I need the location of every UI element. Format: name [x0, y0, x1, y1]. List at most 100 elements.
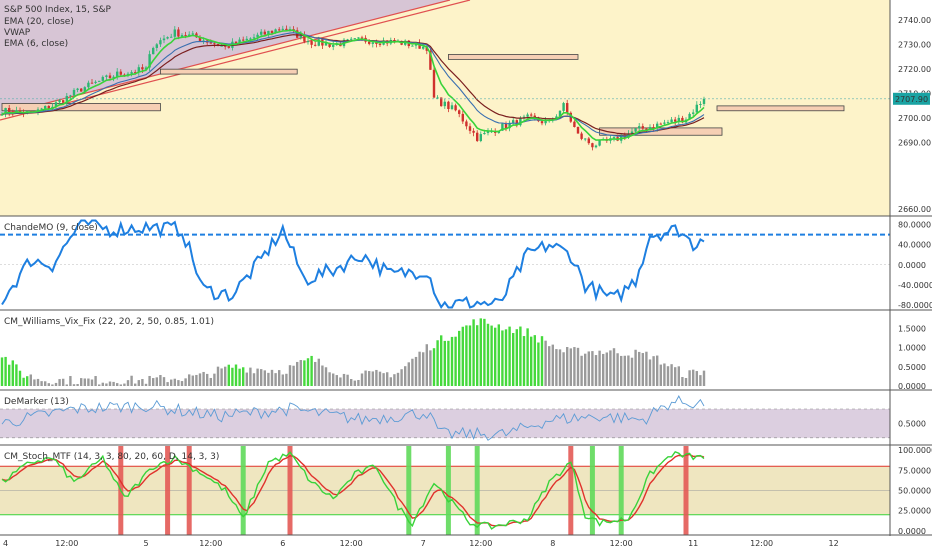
candle-body: [695, 104, 698, 113]
vix-bar: [36, 378, 40, 386]
vix-bar: [270, 369, 274, 386]
y-tick-label: 0.0000: [898, 527, 926, 536]
stoch-signal-bar: [589, 446, 595, 535]
vix-bar: [310, 355, 313, 386]
vix-bar: [645, 351, 648, 386]
candle-body: [544, 120, 547, 124]
vix-bar: [378, 371, 382, 386]
candle-body: [425, 46, 428, 51]
candle-body: [659, 123, 662, 125]
vix-bar: [141, 379, 144, 386]
candle-body: [584, 138, 587, 140]
vix-bar: [148, 375, 151, 386]
x-tick-label: 12:00: [469, 539, 492, 548]
vix-bar: [530, 336, 533, 386]
candle-body: [526, 114, 529, 117]
candle-body: [249, 38, 252, 40]
demarker-band: [0, 409, 890, 438]
vix-bar: [612, 348, 616, 386]
candle-body: [69, 95, 72, 97]
candle-body: [242, 39, 245, 41]
vix-bar: [436, 340, 439, 386]
vix-bar: [663, 363, 666, 386]
demarker-line: [1, 395, 705, 441]
candle-body: [267, 30, 270, 35]
candle-body: [227, 46, 230, 48]
vix-bar: [684, 378, 688, 386]
candle-body: [476, 132, 479, 141]
vix-bar: [195, 374, 198, 386]
vix-bar: [191, 375, 194, 386]
vix-bar: [26, 376, 29, 386]
vix-bar: [180, 381, 184, 386]
vix-bar: [22, 377, 25, 386]
candle-body: [58, 100, 61, 103]
candle-body: [162, 38, 166, 41]
sr-box: [1, 103, 161, 112]
vix-bar: [584, 353, 587, 386]
vix-bar: [396, 372, 400, 386]
vix-bar: [29, 374, 32, 386]
candle-body: [270, 30, 274, 34]
vix-bar: [692, 369, 695, 386]
y-tick-label: 80.0000: [898, 221, 931, 230]
candle-body: [105, 75, 108, 77]
vix-bar: [321, 365, 324, 386]
vix-bar: [454, 336, 457, 386]
candle-body: [141, 67, 144, 70]
candle-body: [360, 37, 364, 39]
vix-bar: [447, 340, 450, 386]
x-tick-label: 8: [550, 539, 555, 548]
candle-body: [119, 71, 122, 75]
vix-bar: [252, 373, 256, 386]
stoch-signal-bar: [186, 446, 192, 535]
candle-body: [422, 46, 425, 49]
candle-body: [296, 30, 299, 38]
candle-body: [209, 42, 212, 44]
candle-body: [155, 44, 158, 48]
vix-bar: [407, 362, 410, 386]
vix-bar: [468, 325, 472, 386]
candle-body: [670, 119, 673, 123]
candle-body: [94, 81, 97, 83]
candle-body: [328, 42, 331, 47]
candle-body: [641, 126, 644, 129]
chandemo-line: [1, 219, 705, 309]
candle-body: [573, 121, 576, 128]
y-tick-label: 1.0000: [898, 344, 926, 353]
candle-body: [98, 80, 101, 82]
vix-bar: [105, 383, 108, 386]
vix-bar: [382, 373, 385, 386]
y-tick-label: 0.5000: [898, 419, 926, 428]
vix-bar: [260, 369, 263, 386]
vix-bar: [652, 356, 655, 386]
vix-bar: [15, 364, 18, 386]
vix-bar: [90, 379, 94, 386]
vix-bar: [227, 364, 230, 386]
vix-bar: [278, 370, 281, 386]
vix-bar: [461, 326, 464, 386]
vix-bar: [184, 378, 187, 386]
stoch-signal-bar: [287, 446, 293, 535]
vix-bar: [8, 364, 11, 386]
vix-bar: [335, 375, 338, 386]
candle-body: [598, 139, 601, 146]
vix-bar: [551, 344, 554, 386]
vix-bar: [346, 374, 349, 386]
candle-body: [515, 120, 518, 126]
vix-bar: [548, 346, 551, 386]
vix-bar: [522, 336, 526, 386]
vix-title: CM_Williams_Vix_Fix (22, 20, 2, 50, 0.85…: [4, 317, 214, 327]
vix-bar: [648, 359, 652, 386]
vix-bar: [670, 364, 673, 386]
vix-bar: [544, 340, 547, 386]
y-tick-label: 0.0000: [898, 261, 926, 270]
vix-bar: [537, 342, 540, 386]
candle-body: [177, 29, 180, 37]
vix-bar: [72, 384, 76, 386]
candle-body: [508, 122, 511, 129]
candle-body: [317, 39, 320, 46]
candle-body: [184, 35, 187, 37]
vix-bar: [630, 357, 634, 386]
candle-body: [450, 105, 454, 109]
